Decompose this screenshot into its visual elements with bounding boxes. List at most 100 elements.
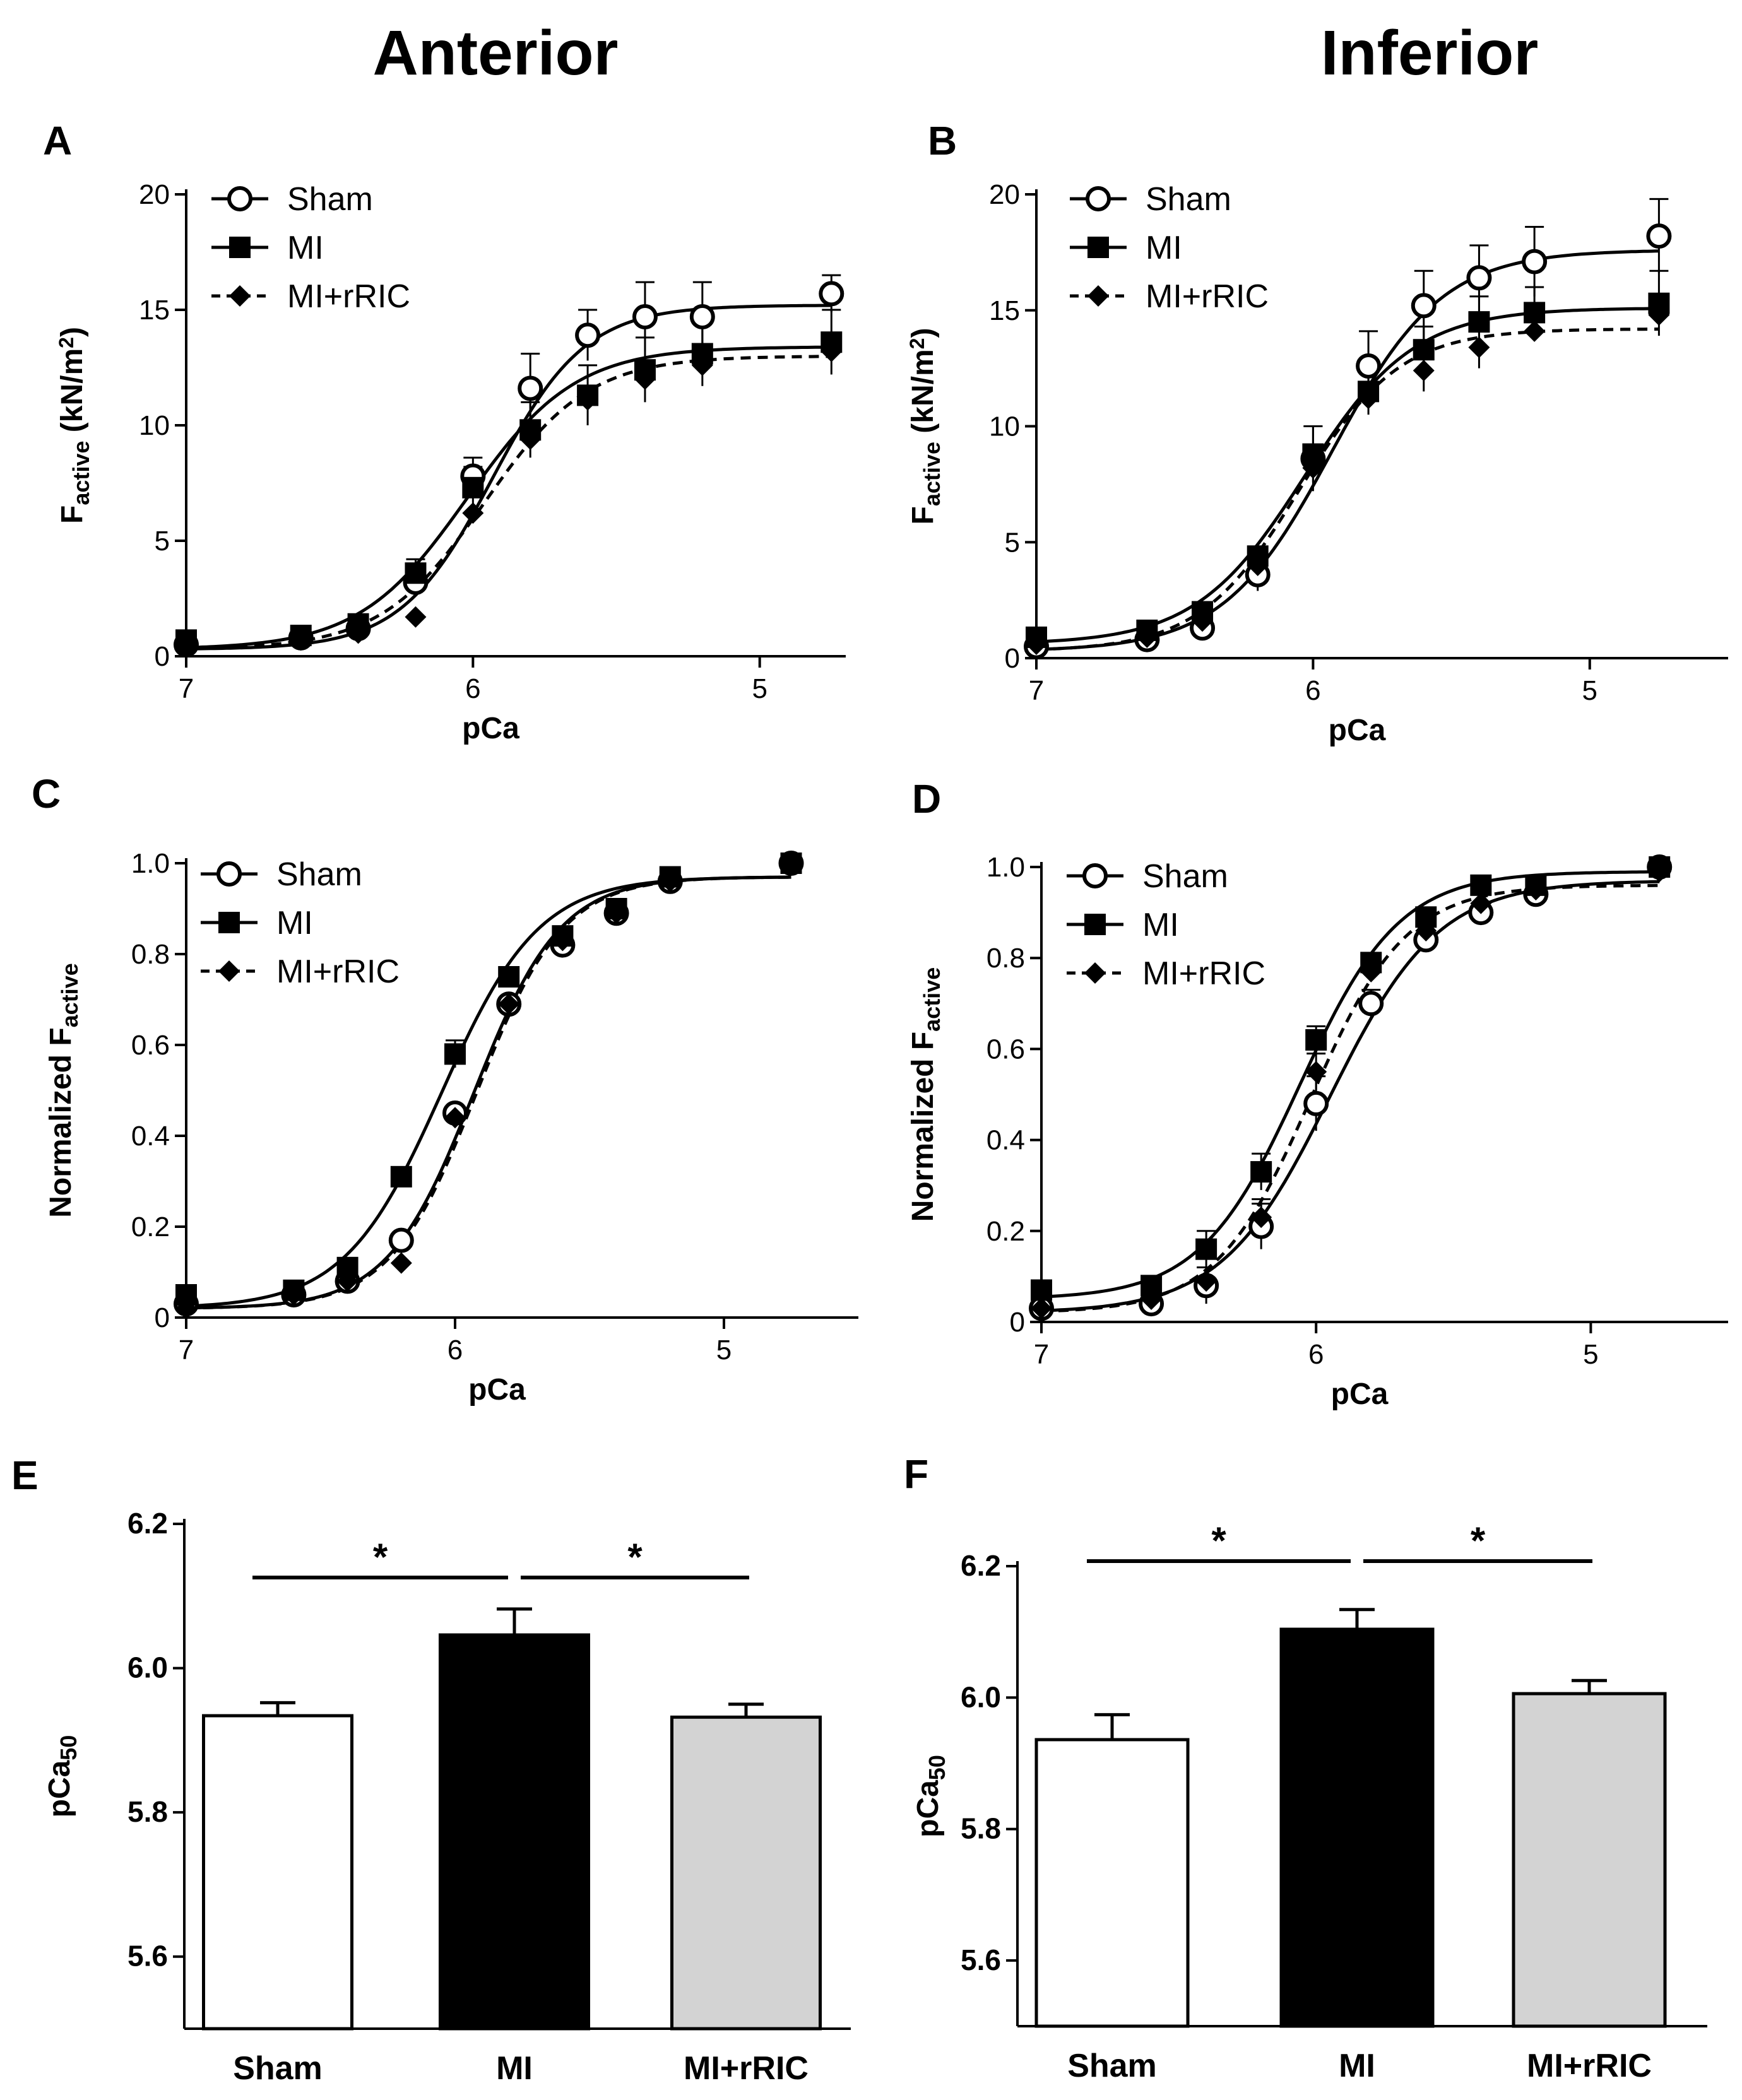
legend-label: Sham (1146, 181, 1231, 218)
legend-label: MI+rRIC (1146, 278, 1269, 315)
y-tick-label: 0.4 (131, 1121, 170, 1152)
y-axis-title-main: pCa (911, 1780, 945, 1838)
y-tick-label: 0.2 (987, 1216, 1025, 1247)
panel-letter: A (43, 118, 72, 163)
y-tick-label: 20 (139, 179, 170, 210)
bar-mi-rric (1512, 1692, 1667, 2028)
data-point-mi (405, 562, 427, 584)
legend-label: MI (1142, 907, 1179, 943)
data-point-mi-rric (1413, 360, 1435, 382)
legend-marker (1084, 914, 1106, 935)
data-point-mi-rric (336, 1270, 358, 1292)
data-point-mi-rric (577, 389, 599, 411)
data-point-mi-rric (390, 1252, 412, 1274)
legend-marker (218, 960, 240, 982)
y-axis-title: pCa50 (911, 1755, 950, 1838)
y-axis-title-subscript: 50 (56, 1735, 81, 1761)
legend-marker (216, 861, 242, 887)
y-tick-label: 0 (1005, 643, 1020, 674)
data-point-mi-rric (175, 636, 197, 658)
legend-label: MI+rRIC (287, 278, 410, 315)
x-tick-label: 7 (1034, 1339, 1049, 1370)
y-axis-title-unit: (kN/m (56, 348, 89, 441)
data-point-mi (1250, 1161, 1272, 1183)
data-point-mi (1413, 339, 1435, 361)
data-point-sham (819, 281, 844, 307)
data-point-sham (518, 375, 543, 401)
data-point-mi-rric (1031, 1297, 1052, 1319)
fit-curve-sham (1041, 880, 1660, 1312)
data-point-mi-rric (498, 993, 520, 1015)
fit-curve-mi-rric (186, 875, 791, 1310)
y-axis-title-main: F (906, 506, 940, 524)
x-axis-title: pCa (1329, 714, 1386, 747)
data-point-mi-rric (462, 502, 484, 524)
panel-a: A 0 5 10 15 20 Factive (kN/m2) 7 6 5 pCa Sham MI MI+r… (43, 118, 846, 745)
fit-curve-mi-rric (1036, 327, 1659, 651)
y-axis-title: pCa50 (43, 1735, 81, 1818)
y-axis-title-main: Normalized F (44, 1027, 78, 1217)
data-point-mi-rric (1250, 1206, 1272, 1229)
data-point-sham (1466, 265, 1492, 291)
data-point-mi-rric (691, 354, 713, 376)
x-tick-label: 7 (179, 1335, 194, 1366)
x-tick-label: 5 (752, 673, 767, 704)
y-tick-label: 0.2 (131, 1212, 170, 1242)
data-point-mi-rric (1358, 387, 1380, 410)
x-tick-label: 7 (1029, 675, 1044, 706)
y-tick-label: 15 (989, 295, 1020, 326)
panel-letter: D (912, 776, 941, 822)
bar-sham (202, 1714, 353, 2031)
y-tick-label: 6.2 (127, 1507, 168, 1540)
bar-mi (439, 1633, 590, 2031)
data-point-sham (689, 304, 715, 329)
y-tick-label: 5 (1005, 527, 1020, 558)
panel-c: C 0 0.2 0.4 0.6 0.8 1.0 Normalized Factive 7 6 5 pC… (32, 771, 858, 1407)
category-label: MI (496, 2050, 533, 2087)
legend-label: MI (276, 905, 313, 941)
data-point-sham (575, 322, 601, 348)
category-label: Sham (233, 2050, 323, 2087)
data-point-mi-rric (634, 368, 656, 390)
data-point-sham (1646, 223, 1672, 249)
y-axis-title: Normalized Factive (906, 967, 945, 1222)
panel-e: E 5.6 5.8 6.0 6.2 pCa50 Sham MI MI+rRIC * * (11, 1453, 851, 2087)
x-tick-label: 6 (1308, 1339, 1324, 1370)
y-axis-title-subscript: 50 (924, 1755, 950, 1780)
legend-marker (227, 186, 252, 211)
data-point-mi-rric (659, 870, 681, 892)
data-point-mi-rric (1305, 1061, 1327, 1083)
data-point-sham (1356, 353, 1382, 379)
legend-marker (1084, 962, 1106, 984)
x-tick-label: 6 (465, 673, 480, 704)
x-axis-title: pCa (1331, 1377, 1389, 1411)
x-tick-label: 5 (1583, 1339, 1598, 1370)
data-point-mi-rric (444, 1107, 466, 1129)
legend-label: MI (1146, 230, 1182, 266)
significance-star: * (373, 1536, 388, 1578)
y-tick-label: 0 (155, 641, 170, 672)
data-point-sham (1522, 249, 1548, 274)
bar-sham (1034, 1738, 1190, 2028)
category-label: MI+rRIC (684, 2050, 809, 2087)
data-point-sham (388, 1227, 414, 1253)
data-point-mi (444, 1043, 466, 1065)
data-point-mi-rric (1524, 320, 1546, 342)
data-point-mi-rric (1468, 336, 1490, 358)
legend-marker (229, 237, 251, 258)
panel-b: B 0 5 10 15 20 Factive (kN/m2) 7 6 5 pCa Sham MI MI+r… (906, 118, 1728, 747)
panel-f: F 5.6 5.8 6.0 6.2 pCa50 Sham MI MI+rRIC * * (904, 1451, 1707, 2084)
y-axis-title-main: F (56, 505, 89, 524)
data-point-mi (498, 966, 520, 988)
significance-star: * (1471, 1519, 1486, 1562)
y-tick-label: 10 (989, 411, 1020, 442)
y-tick-label: 5.8 (127, 1795, 168, 1828)
y-axis-title-close: ) (56, 327, 89, 337)
fit-curve-mi (186, 345, 832, 649)
y-tick-label: 0 (1010, 1307, 1025, 1338)
fit-curve-mi-rric (1041, 883, 1660, 1313)
y-tick-label: 5.6 (961, 1944, 1001, 1976)
y-tick-label: 0.8 (987, 943, 1025, 974)
data-point-mi-rric (519, 428, 542, 450)
